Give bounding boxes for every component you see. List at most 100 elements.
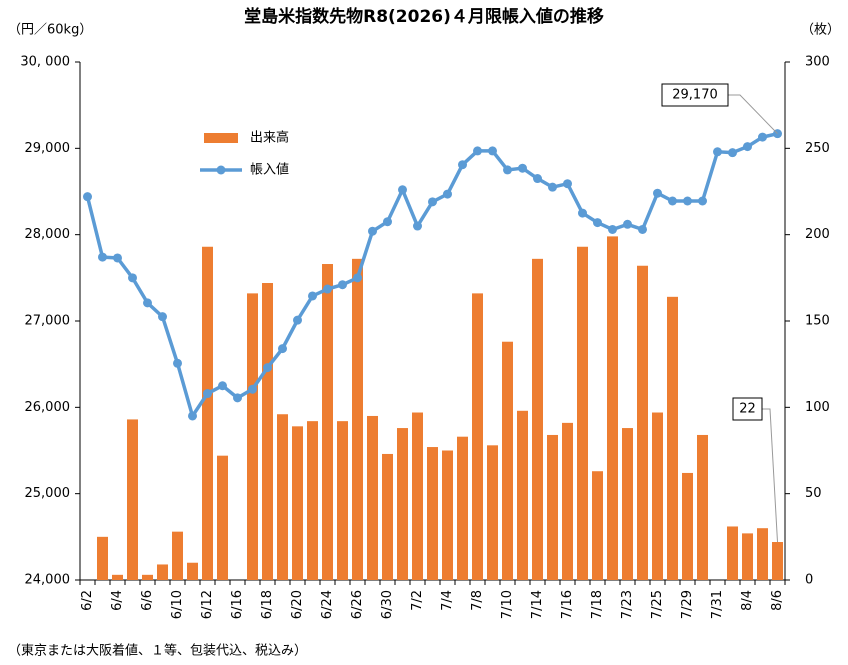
x-tick-label: 6/24: [320, 590, 335, 619]
x-tick-label: 6/6: [140, 590, 155, 611]
bar: [772, 542, 783, 580]
line-marker: [338, 280, 347, 290]
bar: [637, 265, 648, 580]
x-tick-label: 7/29: [680, 590, 695, 619]
bar: [412, 412, 423, 580]
line-marker: [83, 192, 92, 202]
bar: [262, 283, 273, 580]
line-marker: [518, 163, 527, 173]
line-marker: [578, 208, 587, 218]
bar: [337, 421, 348, 580]
line-marker: [173, 358, 182, 368]
line-marker: [713, 147, 722, 157]
bar: [442, 450, 453, 580]
legend-label: 出来高: [250, 130, 289, 146]
x-tick-label: 6/10: [170, 590, 185, 619]
bar: [97, 536, 108, 580]
line-marker: [548, 182, 557, 192]
line-marker: [353, 273, 362, 283]
legend-swatch: [204, 133, 238, 143]
line-marker: [158, 312, 167, 322]
line-marker: [263, 363, 272, 373]
line-marker: [443, 189, 452, 199]
bar: [352, 258, 363, 580]
x-tick-label: 7/2: [410, 590, 425, 611]
x-tick-label: 7/18: [590, 590, 605, 619]
bar: [142, 574, 153, 580]
y2-tick-label: 250: [805, 141, 830, 156]
x-tick-label: 6/4: [110, 590, 125, 611]
line-marker: [278, 344, 287, 354]
line-marker: [383, 217, 392, 227]
y2-tick-label: 0: [805, 573, 813, 588]
bar: [292, 426, 303, 580]
line-marker: [98, 252, 107, 262]
line-marker: [368, 226, 377, 236]
line-marker: [458, 160, 467, 170]
bar: [532, 258, 543, 580]
line-marker: [143, 298, 152, 308]
line-marker: [758, 132, 767, 142]
line-marker: [728, 148, 737, 158]
bar: [307, 421, 318, 580]
y2-tick-label: 150: [805, 314, 830, 329]
x-tick-label: 6/26: [350, 590, 365, 619]
bar: [427, 447, 438, 580]
x-tick-label: 7/4: [440, 590, 455, 611]
bar: [667, 296, 678, 580]
y-tick-label: 28,000: [25, 227, 71, 242]
x-tick-label: 7/31: [710, 590, 725, 619]
bar: [592, 471, 603, 580]
x-tick-label: 6/30: [380, 590, 395, 619]
y2-tick-label: 50: [805, 486, 822, 501]
x-tick-label: 7/25: [650, 590, 665, 619]
line-marker: [128, 273, 137, 283]
bar: [502, 341, 513, 580]
line-marker: [638, 224, 647, 234]
x-tick-label: 6/20: [290, 590, 305, 619]
x-tick-label: 7/10: [500, 590, 515, 619]
legend-label: 帳入値: [250, 162, 289, 178]
line-marker: [308, 291, 317, 301]
bar: [382, 453, 393, 580]
bar: [757, 528, 768, 580]
line-marker: [413, 221, 422, 231]
line-marker: [203, 389, 212, 399]
bar: [457, 436, 468, 580]
bar: [187, 562, 198, 580]
line-marker: [473, 146, 482, 156]
bar: [367, 415, 378, 580]
x-tick-label: 6/12: [200, 590, 215, 619]
y-tick-label: 26,000: [25, 400, 71, 415]
line-marker: [488, 146, 497, 156]
line-marker: [218, 381, 227, 391]
value-label: 29,170: [672, 88, 718, 103]
y2-tick-label: 100: [805, 400, 830, 415]
callout-leader: [728, 94, 778, 135]
line-marker: [428, 197, 437, 207]
y-tick-label: 27,000: [25, 314, 71, 329]
line-marker: [113, 253, 122, 263]
line-marker: [323, 284, 332, 294]
line-marker: [698, 196, 707, 206]
bar: [517, 410, 528, 580]
line-marker: [668, 196, 677, 206]
y2-axis-label: （枚）: [801, 23, 840, 38]
bar: [127, 419, 138, 580]
bar: [577, 246, 588, 580]
y-axis-label: （円／60kg）: [8, 23, 92, 38]
legend-box: [190, 120, 312, 190]
footnote: （東京または大阪着値、１等、包装代込、税込み）: [8, 643, 307, 659]
line-marker: [398, 185, 407, 195]
bar: [247, 293, 258, 580]
line-marker: [233, 393, 242, 403]
chart-title: 堂島米指数先物R8(2026)４月限帳入値の推移: [244, 6, 604, 27]
x-tick-label: 7/16: [560, 590, 575, 619]
bar: [727, 526, 738, 580]
y-tick-label: 25,000: [25, 486, 71, 501]
bar: [397, 428, 408, 580]
bar: [217, 455, 228, 580]
bar: [562, 422, 573, 580]
line-marker: [563, 179, 572, 189]
